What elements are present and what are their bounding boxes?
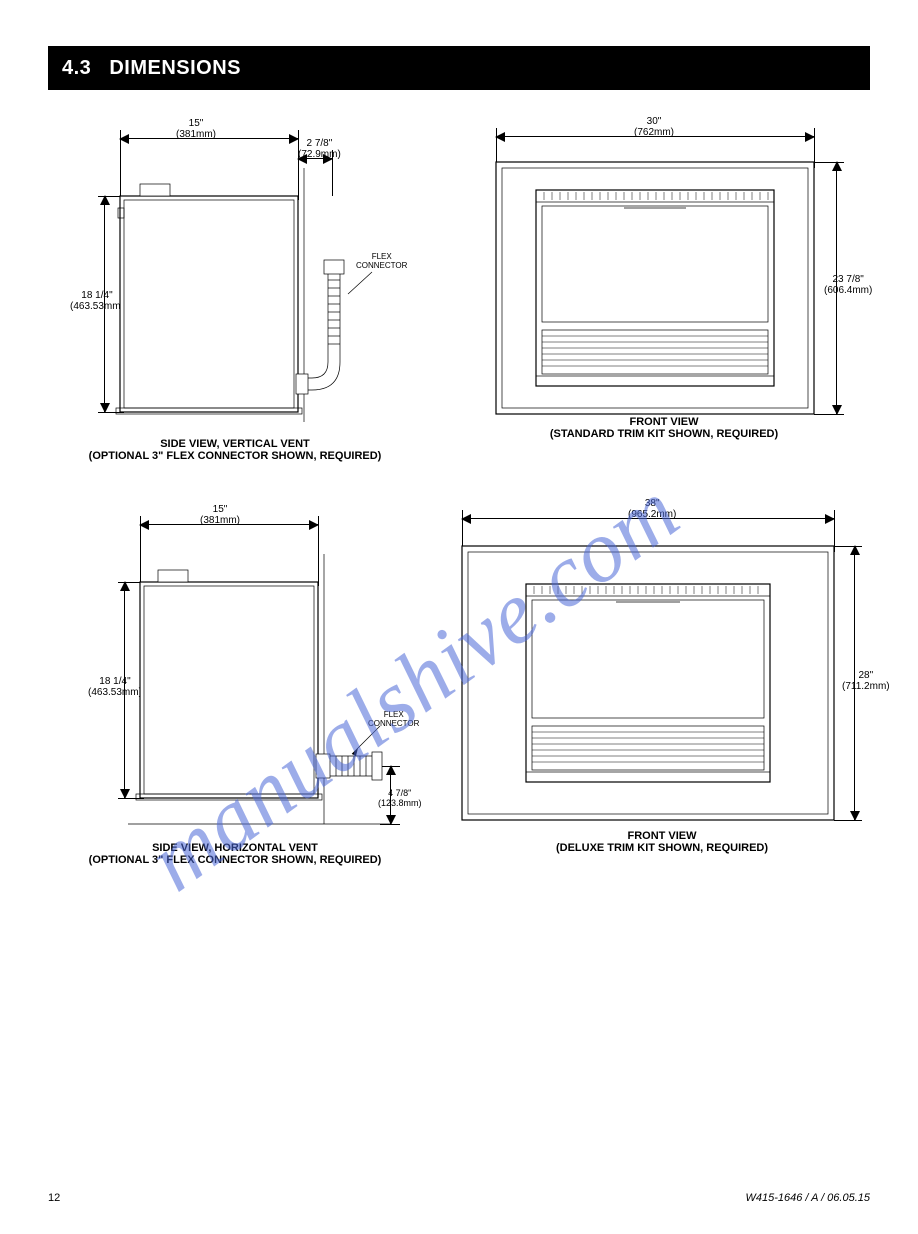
flex-label: FLEX CONNECTOR [368, 710, 419, 728]
caption-side-horizontal: SIDE VIEW, HORIZONTAL VENT (OPTIONAL 3" … [60, 842, 410, 866]
page-footer: 12 W415-1646 / A / 06.05.15 [0, 1192, 918, 1204]
panel-side-horizontal: 15" (381mm) 18 1/4" (463.53mm) 4 7/8" (1… [80, 498, 410, 838]
doc-code: W415-1646 / A / 06.05.15 [745, 1192, 870, 1204]
section-number: 4.3 [62, 57, 91, 80]
panel-front-standard: 30" (762mm) 23 7/8" (606.4mm) [474, 112, 854, 432]
drawing-side-vertical [80, 112, 390, 432]
flex-label: FLEX CONNECTOR [356, 252, 407, 270]
page-content: 15" (381mm) 2 7/8" (72.9mm) 18 1/4" (463… [0, 90, 918, 1140]
panel-side-vertical: 15" (381mm) 2 7/8" (72.9mm) 18 1/4" (463… [80, 112, 390, 432]
panel-front-deluxe: 38" (965.2mm) 28" (711.2mm) [452, 490, 872, 830]
section-title: DIMENSIONS [109, 57, 241, 80]
caption-front-deluxe: FRONT VIEW (DELUXE TRIM KIT SHOWN, REQUI… [517, 830, 807, 854]
drawing-front-standard [474, 112, 854, 432]
section-title-bar: 4.3 DIMENSIONS [48, 46, 870, 90]
page-number: 12 [48, 1192, 60, 1204]
drawing-front-deluxe [452, 490, 872, 830]
caption-side-vertical: SIDE VIEW, VERTICAL VENT (OPTIONAL 3" FL… [60, 438, 410, 462]
caption-front-standard: FRONT VIEW (STANDARD TRIM KIT SHOWN, REQ… [519, 416, 809, 440]
drawing-side-horizontal [80, 498, 410, 838]
